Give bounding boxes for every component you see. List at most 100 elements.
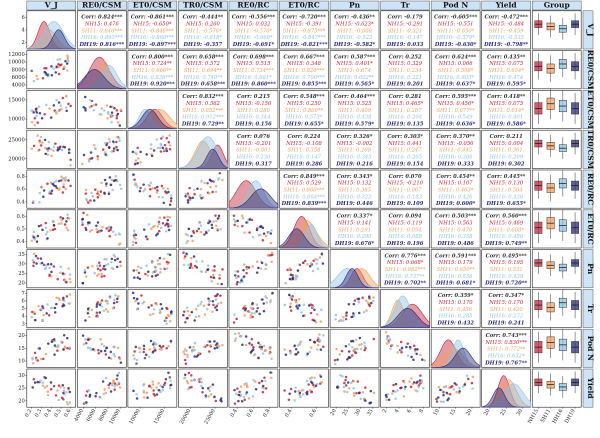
scatter-point [295,305,298,308]
scatter-point [65,390,68,394]
corr-group: HH16: 0.230 [236,154,272,160]
scatter-point [108,235,111,238]
scatter-point [118,139,121,143]
scatter-point [157,220,161,224]
scatter-point [213,265,216,268]
scatter-point [410,377,413,380]
scatter-point [88,98,92,102]
scatter-point [132,229,136,233]
scatter-point [168,134,171,137]
scatter-point [41,141,44,144]
scatter-point [57,179,61,183]
x-tick-label: 0.4 [284,408,294,419]
corr-group: HH16: 0.436 [488,194,524,200]
scatter-point [39,357,43,361]
corr-group: DH19: 0.446 [335,201,373,207]
corr-overall: Corr: 0.211 [490,134,523,140]
scatter-point [234,337,238,340]
x-tick-label: 0.6 [246,408,255,418]
scatter-point [217,302,220,305]
scatter-point [134,162,137,166]
scatter-point [107,225,111,229]
scatter-point [141,302,144,305]
scatter-point [44,221,47,225]
scatter-point [44,226,48,230]
corr-group: NH15: 0.830*** [484,340,527,346]
scatter-point [47,147,51,150]
scatter-point [99,268,102,272]
scatter-point [113,258,117,262]
scatter-point [116,121,120,124]
corr-group: HH16: 0.439 [488,274,524,280]
x-tick-label: 20 [465,408,474,417]
scatter-point [57,109,60,113]
x-tick-label: 10000 [128,408,141,425]
scatter-point [444,385,447,389]
scatter-point [162,344,165,348]
scatter-point [194,315,198,319]
scatter-point [45,384,49,388]
scatter-point [352,302,356,306]
scatter-point [150,154,154,158]
scatter-point [108,176,112,179]
scatter-point [184,362,188,365]
scatter-point [206,387,210,390]
scatter-point [149,339,153,343]
y-tick-label: 5 [21,306,24,312]
scatter-point [306,352,309,355]
scatter-point [151,383,155,386]
x-tick-label: 6 [406,408,413,414]
scatter-point [233,339,237,342]
corr-group: NH15: 0.132 [337,181,372,187]
density-curve [279,228,329,249]
density-curve [228,180,279,209]
scatter-point [109,226,113,229]
scatter-point [369,401,373,404]
scatter-point [96,301,100,304]
scatter-point [108,137,111,141]
scatter-point [219,227,222,231]
corr-group: HH16: 0.088 [387,234,423,240]
scatter-point [166,262,169,266]
scatter-point [101,380,105,383]
scatter-point [134,151,137,154]
scatter-point [195,355,199,358]
scatter-point [62,348,65,351]
scatter-point [342,319,345,322]
scatter-point [60,107,63,111]
scatter-point [263,376,266,379]
scatter-point [105,346,108,350]
scatter-point [195,266,199,269]
scatter-point [294,300,298,304]
scatter-point [66,402,69,406]
scatter-point [288,392,291,395]
density-curve [380,295,430,328]
x-tick-label: 20000 [179,408,192,425]
scatter-point [46,153,50,156]
scatter-point [197,351,200,355]
scatter-point [352,312,355,315]
scatter-point [98,264,102,267]
scatter-point [65,94,68,98]
corr-group: NH15: 0.260 [185,21,221,27]
scatter-point [315,348,319,351]
scatter-point [32,230,36,234]
scatter-point [116,148,119,152]
scatter-point [256,306,259,310]
scatter-point [269,299,273,302]
scatter-point [167,190,170,194]
scatter-point [316,336,320,340]
corr-overall: Corr: 0.252 [389,54,422,60]
scatter-point [448,393,452,396]
panel-frame [481,169,531,209]
scatter-point [34,107,38,111]
scatter-point [269,232,273,235]
scatter-point [147,223,151,226]
scatter-point [364,399,367,402]
scatter-point [257,266,260,270]
corr-group: HH16: -0.147 [386,35,423,41]
panel-frame [127,50,178,90]
scatter-point [138,350,142,354]
scatter-point [363,344,367,348]
panel-frame [329,129,380,169]
